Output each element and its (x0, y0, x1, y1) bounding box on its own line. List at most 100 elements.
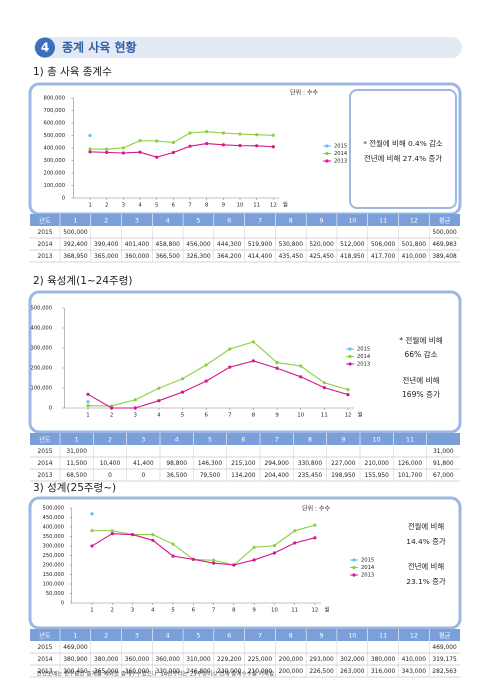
table-cell: 330,800 (298, 461, 323, 467)
table-header-cell: 년도 (39, 435, 51, 444)
table-header-cell: 평균 (439, 631, 451, 640)
annotation: 169% 증가 (402, 390, 440, 399)
table-header-cell: 11 (406, 437, 414, 444)
table-cell: 456,000 (186, 242, 211, 248)
y-tick-label: 600,000 (44, 121, 65, 127)
table-header-cell: 4 (166, 218, 170, 225)
point (133, 398, 137, 402)
table-header-cell: 9 (341, 437, 345, 444)
table-cell: 380,000 (371, 657, 396, 663)
table-header-cell: 1 (73, 633, 77, 640)
table-cell: 230,000 (217, 669, 242, 675)
point (138, 150, 142, 154)
legend-label: 2014 (357, 354, 371, 360)
y-tick-label: 200,000 (43, 563, 64, 569)
x-tick-label: 5 (181, 413, 184, 419)
x-tick-label: 1 (86, 413, 89, 419)
series-line (90, 143, 274, 158)
table-cell: 389,408 (432, 254, 457, 260)
table-header-cell: 7 (275, 437, 279, 444)
point (272, 544, 276, 548)
x-tick-label: 11 (253, 203, 260, 209)
table-cell: 319,175 (432, 657, 457, 663)
point (180, 377, 185, 381)
y-tick-label: 0 (49, 406, 52, 412)
x-tick-label: 12 (270, 203, 277, 209)
x-tick-label: 3 (131, 608, 134, 614)
table-cell: 365,000 (94, 254, 119, 260)
point (346, 388, 350, 392)
table-cell: 210,000 (248, 669, 273, 675)
section-title: 1) 총 사육 종계수 (33, 66, 112, 78)
table-header-cell: 2 (104, 633, 108, 640)
table-cell: 501,800 (402, 242, 427, 248)
point (238, 132, 242, 136)
point (255, 133, 259, 137)
table-header-cell: 2 (108, 437, 112, 444)
y-tick-label: 300,000 (43, 544, 64, 550)
table-header-cell: 평균 (439, 216, 451, 225)
x-tick-label: 7 (212, 608, 215, 614)
table-cell: 330,000 (156, 669, 181, 675)
y-tick-label: 100,000 (31, 386, 52, 392)
table-cell: 227,000 (331, 461, 356, 467)
legend-marker (348, 347, 352, 351)
table-cell: 360,000 (125, 657, 150, 663)
header-band (34, 37, 462, 58)
point (293, 529, 297, 533)
table-cell: 204,400 (264, 473, 289, 479)
table-header-cell: 년도 (39, 631, 51, 640)
table-cell: 365,000 (94, 669, 119, 675)
table-cell: 198,950 (331, 473, 356, 479)
point (121, 146, 125, 150)
point (157, 386, 161, 390)
table-cell: 316,000 (371, 669, 396, 675)
legend-label: 2015 (334, 144, 347, 150)
x-tick-label: 4 (157, 413, 161, 419)
x-tick-label: 2 (111, 608, 114, 614)
table-header-cell: 7 (258, 633, 262, 640)
x-tick-label: 9 (275, 413, 279, 419)
table-cell: 225,000 (248, 657, 273, 663)
table-cell: 200,000 (279, 657, 304, 663)
legend-marker (325, 159, 329, 163)
table-cell: 0 (108, 473, 112, 479)
table-header-cell: 4 (175, 437, 179, 444)
y-tick-label: 100,000 (43, 582, 64, 588)
annotation: 전월에 비해 (408, 522, 445, 531)
table-cell: 469,000 (432, 645, 457, 651)
point (151, 538, 155, 542)
annotation: 14.4% 증가 (406, 537, 446, 546)
legend-label: 2014 (334, 151, 348, 157)
y-tick-label: 200,000 (31, 366, 52, 372)
x-tick-label: 2 (110, 413, 113, 419)
point (90, 544, 94, 548)
point (299, 375, 303, 379)
table-header-cell: 7 (258, 218, 262, 225)
annotation: 66% 감소 (404, 349, 437, 359)
y-tick-label: 500,000 (44, 133, 65, 139)
legend-label: 2013 (357, 362, 370, 368)
legend-label: 2013 (361, 573, 374, 579)
table-header-cell: 1 (73, 218, 77, 225)
annotation: * 전월에 비해 (399, 335, 443, 345)
point (86, 392, 90, 396)
point (171, 150, 175, 155)
point (86, 400, 90, 404)
point (221, 131, 225, 135)
table-header-cell: 4 (166, 633, 170, 640)
table-cell: 418,950 (340, 254, 365, 260)
point (211, 561, 216, 565)
point (313, 523, 317, 527)
series-line (87, 360, 349, 409)
table-cell: 360,000 (125, 669, 150, 675)
y-tick-label: 150,000 (43, 572, 64, 578)
x-unit: 월 (357, 411, 362, 419)
point (205, 130, 209, 134)
x-tick-label: 7 (228, 413, 231, 419)
point (346, 393, 350, 397)
point (155, 155, 159, 159)
table-header-cell: 5 (208, 437, 212, 444)
point (322, 386, 326, 390)
table-cell: 310,000 (186, 657, 211, 663)
